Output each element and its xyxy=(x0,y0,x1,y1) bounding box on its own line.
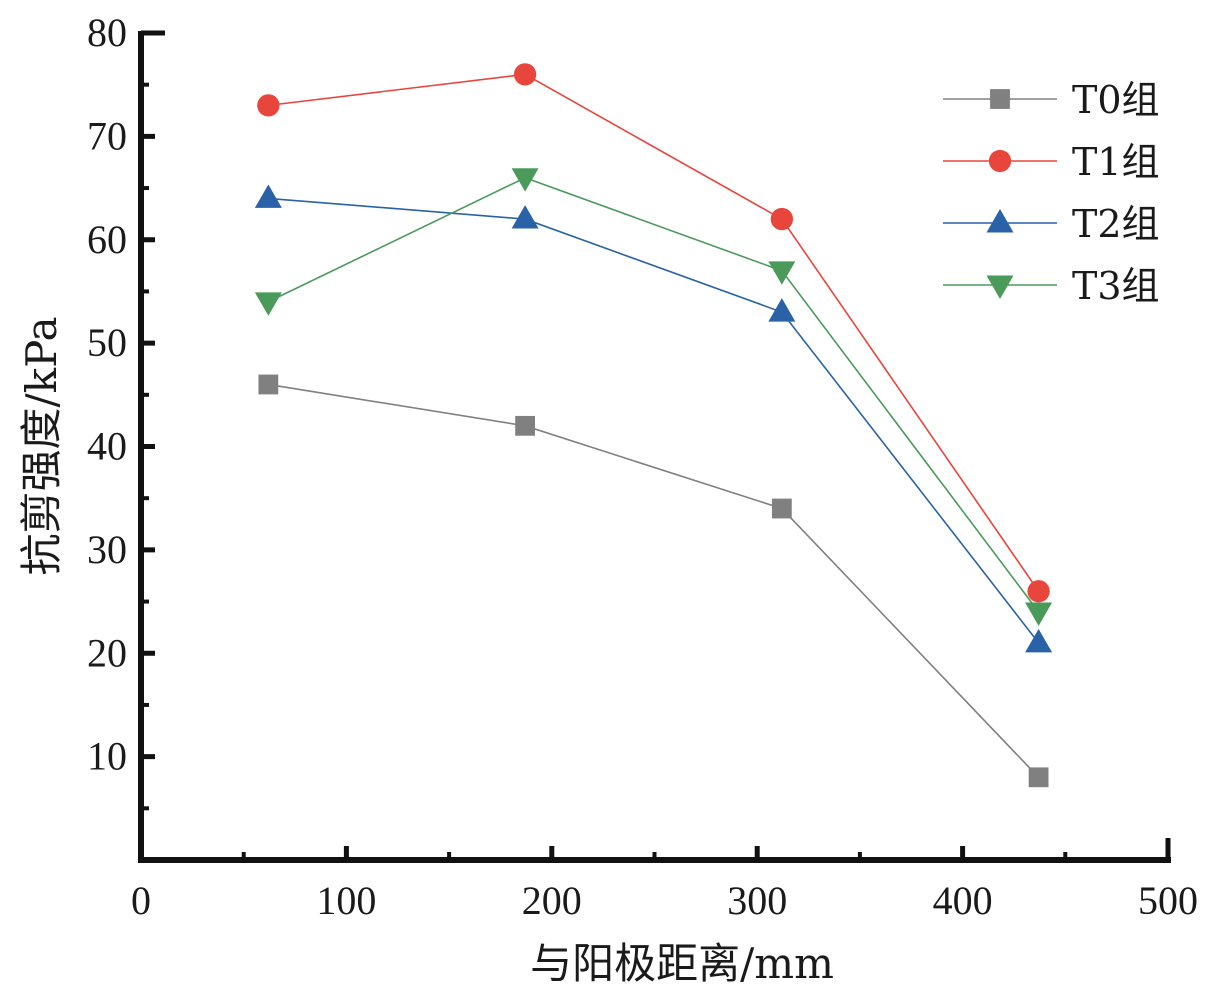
x-tick-label: 0 xyxy=(131,878,151,923)
legend-item: T1组 xyxy=(943,140,1160,184)
legend-marker xyxy=(988,149,1012,173)
y-tick-label: 50 xyxy=(87,320,127,365)
data-point xyxy=(770,207,794,231)
y-axis-title: 抗剪强度/kPa xyxy=(17,316,66,575)
x-tick-label: 200 xyxy=(522,878,582,923)
data-point xyxy=(511,205,539,229)
legend-label: T1组 xyxy=(1072,140,1160,184)
legend-item: T3组 xyxy=(943,264,1160,308)
legend-marker xyxy=(986,275,1014,299)
legend-label: T2组 xyxy=(1072,202,1160,246)
data-point xyxy=(1028,767,1049,788)
x-tick-label: 400 xyxy=(933,878,993,923)
x-axis-title: 与阳极距离/mm xyxy=(530,939,834,988)
legend-item: T2组 xyxy=(943,202,1160,246)
data-point xyxy=(771,498,792,519)
series-T1组 xyxy=(257,63,1050,603)
y-tick-label: 20 xyxy=(87,630,127,675)
legend-marker xyxy=(986,209,1014,233)
series-line xyxy=(268,383,1040,778)
data-point xyxy=(511,168,539,192)
legend-label: T0组 xyxy=(1072,78,1160,122)
series-line xyxy=(268,197,1040,644)
data-point xyxy=(768,298,796,322)
data-point xyxy=(1025,628,1053,653)
data-point xyxy=(1025,602,1053,626)
data-point xyxy=(515,415,535,436)
series-layer xyxy=(254,63,1053,788)
y-tick-label: 10 xyxy=(87,734,127,779)
y-tick-label: 40 xyxy=(87,424,127,469)
series-line xyxy=(268,73,1040,592)
data-point xyxy=(254,184,282,208)
legend-label: T3组 xyxy=(1072,264,1160,308)
series-T3组 xyxy=(254,168,1053,626)
data-point xyxy=(1027,580,1050,603)
data-point xyxy=(257,94,280,117)
y-tick-label: 80 xyxy=(87,10,127,55)
axes: 10 20 30 40 50 60 70 80 0 100 200 300 400 500 xyxy=(87,10,1198,923)
legend: T0组 T1组 T2组 T3组 xyxy=(943,78,1160,308)
x-tick-label: 100 xyxy=(316,878,376,923)
series-T2组 xyxy=(254,184,1053,653)
data-point xyxy=(513,63,537,86)
data-point xyxy=(254,292,282,316)
x-tick-label: 500 xyxy=(1138,878,1198,923)
data-point xyxy=(258,374,279,395)
y-tick-label: 30 xyxy=(87,527,127,572)
series-line xyxy=(267,176,1040,613)
series-T0组 xyxy=(258,374,1049,788)
x-tick-label: 300 xyxy=(727,878,787,923)
data-point xyxy=(768,261,796,285)
legend-marker xyxy=(990,89,1010,109)
y-tick-label: 60 xyxy=(87,217,127,262)
y-tick-label: 70 xyxy=(87,113,127,158)
legend-item: T0组 xyxy=(943,78,1160,122)
